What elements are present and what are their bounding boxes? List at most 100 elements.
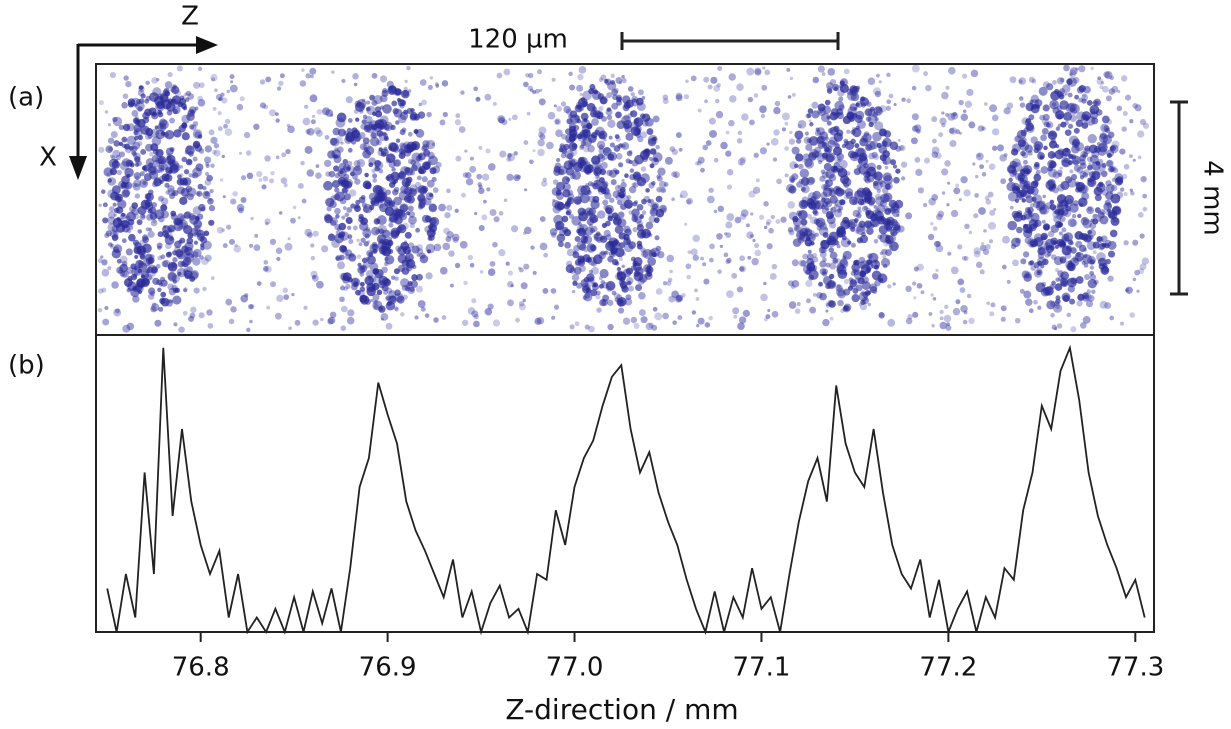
- atom-dot: [264, 218, 271, 225]
- atom-dot: [636, 224, 644, 232]
- atom-dot: [979, 269, 985, 275]
- atom-dot: [651, 181, 656, 186]
- atom-dot: [421, 176, 428, 183]
- atom-dot: [862, 291, 869, 298]
- atom-dot: [861, 276, 869, 284]
- atom-dot: [990, 302, 996, 308]
- atom-dot: [963, 310, 968, 315]
- atom-dot: [649, 148, 657, 155]
- atom-dot: [553, 165, 561, 173]
- atom-dot: [386, 173, 395, 182]
- atom-dot: [910, 137, 918, 145]
- atom-dot: [1077, 187, 1083, 193]
- atom-dot: [713, 209, 718, 214]
- atom-dot: [362, 98, 366, 103]
- atom-dot: [113, 140, 120, 147]
- atom-dot: [598, 144, 605, 150]
- atom-dot: [1099, 215, 1109, 225]
- atom-dot: [1067, 262, 1076, 272]
- atom-dot: [192, 248, 202, 258]
- atom-dot: [369, 94, 376, 101]
- atom-dot: [815, 219, 824, 227]
- atom-dot: [546, 141, 554, 150]
- atom-dot: [925, 84, 932, 92]
- atom-dot: [911, 113, 919, 121]
- scale-label: 120 µm: [468, 25, 568, 55]
- atom-dot: [784, 146, 789, 151]
- atom-dot: [204, 145, 212, 153]
- atom-dot: [462, 172, 469, 178]
- atom-dot: [366, 255, 376, 265]
- atom-dot: [1142, 122, 1150, 129]
- atom-dot: [159, 167, 165, 173]
- atom-dot: [656, 174, 661, 179]
- atom-dot: [812, 209, 818, 215]
- atom-dot: [754, 243, 760, 249]
- atom-dot: [602, 199, 609, 206]
- atom-dot: [988, 163, 996, 171]
- atom-dot: [792, 217, 802, 227]
- atom-dot: [582, 285, 590, 294]
- atom-dot: [706, 195, 715, 204]
- atom-dot: [884, 208, 892, 215]
- atom-dot: [886, 72, 891, 78]
- atom-dot: [1087, 294, 1095, 302]
- atom-dot: [1063, 111, 1073, 121]
- atom-dot: [806, 213, 812, 219]
- atom-dot: [160, 197, 169, 206]
- atom-dot: [715, 110, 724, 119]
- atom-dot: [975, 261, 983, 269]
- atom-dot: [229, 84, 238, 93]
- atom-dot: [403, 195, 412, 203]
- atom-dot: [161, 260, 169, 268]
- atom-dot: [562, 189, 571, 198]
- atom-dot: [856, 187, 867, 198]
- atom-dot: [537, 69, 542, 75]
- atom-dot: [884, 165, 889, 170]
- atom-dot: [794, 163, 799, 169]
- atom-dot: [343, 177, 349, 182]
- atom-dot: [364, 233, 370, 239]
- atom-dot: [386, 239, 394, 247]
- atom-dot: [163, 87, 170, 94]
- atom-dot: [1121, 75, 1128, 82]
- atom-dot: [288, 326, 292, 331]
- atom-dot: [327, 318, 334, 325]
- atom-dot: [603, 250, 608, 255]
- atom-dot: [707, 84, 713, 90]
- atom-dot: [361, 257, 368, 264]
- atom-dot: [992, 128, 1000, 136]
- atom-dot: [858, 256, 866, 264]
- atom-dot: [1075, 67, 1079, 71]
- atom-dot: [377, 149, 384, 157]
- atom-dot: [1105, 258, 1111, 265]
- atom-dot: [459, 240, 468, 249]
- atom-dot: [617, 185, 621, 189]
- atom-dot: [467, 254, 474, 261]
- atom-dot: [1075, 119, 1084, 128]
- atom-dot: [157, 231, 164, 238]
- atom-dot: [633, 257, 643, 267]
- atom-dot: [837, 269, 848, 280]
- atom-dot: [1105, 183, 1115, 193]
- atom-dot: [234, 243, 238, 248]
- atom-dot: [829, 316, 834, 321]
- atom-dot: [696, 160, 702, 166]
- atom-dot: [773, 129, 780, 136]
- atom-dot: [369, 136, 380, 147]
- atom-dot: [1020, 214, 1027, 221]
- atom-dot: [652, 306, 658, 312]
- atom-dot: [592, 254, 603, 265]
- atom-dot: [797, 237, 804, 244]
- atom-dot: [850, 92, 860, 102]
- atom-dot: [147, 274, 154, 280]
- atom-dot: [407, 131, 413, 137]
- atom-dot: [183, 169, 190, 175]
- atom-dot: [387, 142, 398, 152]
- atom-dot: [355, 101, 365, 112]
- atom-dot: [872, 180, 879, 187]
- atom-dot: [792, 215, 799, 223]
- atom-dot: [1120, 321, 1125, 326]
- atom-dot: [207, 322, 214, 329]
- atom-dot: [1082, 217, 1087, 222]
